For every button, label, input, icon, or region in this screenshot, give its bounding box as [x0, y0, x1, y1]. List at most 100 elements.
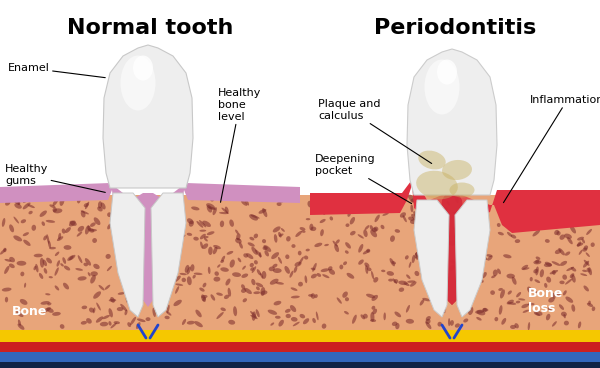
Ellipse shape	[328, 266, 332, 270]
Ellipse shape	[59, 196, 65, 206]
Ellipse shape	[545, 262, 552, 266]
Ellipse shape	[228, 320, 235, 325]
Text: Deepening
pocket: Deepening pocket	[315, 154, 412, 204]
Ellipse shape	[382, 197, 385, 206]
Ellipse shape	[48, 241, 51, 248]
Ellipse shape	[400, 212, 406, 218]
Ellipse shape	[214, 277, 220, 282]
Ellipse shape	[164, 316, 170, 319]
Ellipse shape	[370, 225, 373, 230]
Ellipse shape	[103, 315, 110, 319]
Ellipse shape	[482, 308, 488, 311]
Ellipse shape	[533, 260, 541, 264]
Ellipse shape	[124, 215, 130, 220]
Ellipse shape	[506, 300, 514, 304]
Ellipse shape	[444, 207, 447, 217]
Polygon shape	[430, 195, 474, 305]
Ellipse shape	[211, 294, 215, 301]
Ellipse shape	[250, 263, 254, 267]
Ellipse shape	[199, 220, 206, 227]
Ellipse shape	[163, 293, 167, 297]
Ellipse shape	[365, 265, 368, 274]
Ellipse shape	[65, 227, 71, 233]
Ellipse shape	[430, 297, 433, 301]
Ellipse shape	[345, 250, 349, 254]
Ellipse shape	[110, 323, 117, 328]
Ellipse shape	[565, 251, 570, 256]
Ellipse shape	[156, 259, 161, 263]
Bar	[0, 352, 600, 362]
Ellipse shape	[403, 215, 407, 222]
Ellipse shape	[262, 239, 266, 243]
Ellipse shape	[214, 271, 219, 276]
Ellipse shape	[136, 210, 142, 212]
Ellipse shape	[140, 297, 146, 301]
Ellipse shape	[548, 307, 552, 311]
Ellipse shape	[511, 234, 516, 238]
Ellipse shape	[580, 273, 587, 276]
Ellipse shape	[363, 250, 370, 254]
Ellipse shape	[346, 223, 349, 227]
Ellipse shape	[257, 269, 261, 275]
Ellipse shape	[544, 283, 547, 288]
Ellipse shape	[467, 275, 476, 282]
Polygon shape	[438, 192, 466, 305]
Ellipse shape	[571, 267, 576, 272]
Ellipse shape	[93, 308, 95, 313]
Ellipse shape	[518, 298, 525, 301]
Ellipse shape	[456, 220, 463, 223]
Ellipse shape	[523, 310, 529, 313]
Ellipse shape	[434, 247, 440, 252]
Ellipse shape	[208, 206, 216, 210]
Ellipse shape	[286, 236, 290, 241]
Ellipse shape	[344, 311, 349, 315]
Ellipse shape	[271, 322, 274, 326]
Ellipse shape	[518, 200, 521, 205]
Ellipse shape	[521, 304, 529, 308]
Ellipse shape	[139, 257, 143, 261]
Ellipse shape	[136, 322, 140, 329]
Ellipse shape	[70, 221, 77, 226]
Ellipse shape	[441, 212, 445, 221]
Ellipse shape	[299, 227, 305, 231]
Ellipse shape	[63, 283, 69, 290]
Ellipse shape	[259, 252, 262, 258]
Ellipse shape	[58, 233, 61, 240]
Ellipse shape	[255, 250, 262, 257]
Ellipse shape	[281, 228, 285, 232]
Ellipse shape	[298, 251, 302, 255]
Ellipse shape	[225, 206, 229, 213]
Ellipse shape	[398, 287, 404, 292]
Ellipse shape	[284, 266, 290, 274]
Ellipse shape	[418, 151, 446, 169]
Ellipse shape	[476, 317, 482, 321]
Ellipse shape	[301, 230, 305, 233]
Ellipse shape	[453, 212, 461, 216]
Ellipse shape	[131, 298, 136, 304]
Ellipse shape	[32, 225, 36, 231]
Ellipse shape	[210, 197, 214, 202]
Ellipse shape	[308, 294, 313, 297]
Ellipse shape	[182, 278, 186, 282]
Ellipse shape	[335, 239, 340, 244]
Ellipse shape	[467, 280, 470, 286]
Ellipse shape	[251, 266, 256, 273]
Ellipse shape	[131, 280, 139, 285]
Ellipse shape	[412, 255, 415, 263]
Ellipse shape	[470, 216, 474, 221]
Ellipse shape	[23, 202, 31, 209]
Ellipse shape	[448, 240, 457, 245]
Ellipse shape	[5, 201, 10, 206]
Ellipse shape	[415, 252, 424, 257]
Ellipse shape	[202, 295, 208, 298]
Ellipse shape	[88, 228, 94, 233]
Ellipse shape	[220, 220, 224, 227]
Ellipse shape	[46, 234, 49, 244]
Ellipse shape	[426, 233, 431, 238]
Ellipse shape	[242, 298, 247, 302]
Ellipse shape	[86, 318, 92, 323]
Ellipse shape	[408, 216, 414, 221]
Ellipse shape	[290, 305, 296, 312]
Ellipse shape	[428, 277, 433, 282]
Ellipse shape	[494, 317, 498, 321]
